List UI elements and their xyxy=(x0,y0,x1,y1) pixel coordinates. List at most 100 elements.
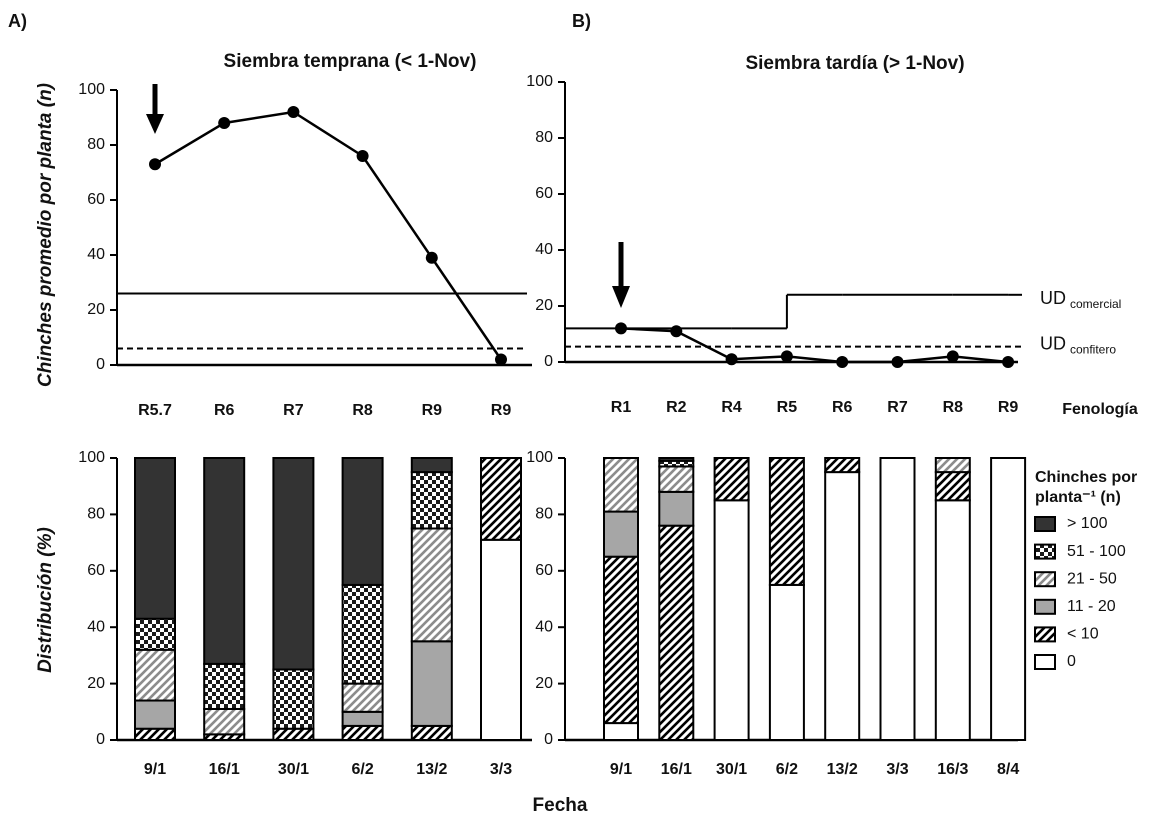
bar-segment xyxy=(768,583,805,742)
legend-title: planta⁻¹ (n) xyxy=(1035,489,1121,506)
panel-label: B) xyxy=(572,11,591,31)
bar-segment xyxy=(658,465,695,493)
data-point xyxy=(356,150,369,162)
chart-title: Siembra temprana (< 1-Nov) xyxy=(224,51,477,72)
legend-swatch xyxy=(1034,598,1056,615)
legend-title: Chinches por xyxy=(1035,469,1137,486)
x-tick-label: R6 xyxy=(214,402,235,419)
y-tick-label: 0 xyxy=(544,731,553,748)
x-tick-label: R6 xyxy=(832,399,853,416)
threshold-label-main: UD xyxy=(1040,333,1066,353)
x-tick-label: 3/3 xyxy=(886,761,908,778)
x-tick-label: R9 xyxy=(998,399,1019,416)
arrow xyxy=(612,242,630,308)
legend-swatch xyxy=(1034,543,1056,560)
y-tick-label: 40 xyxy=(535,618,553,635)
y-tick-label: 40 xyxy=(87,618,105,635)
data-point xyxy=(218,117,231,129)
y-tick-label: 20 xyxy=(535,675,553,692)
legend-label: > 100 xyxy=(1067,515,1108,532)
bar-segment xyxy=(603,722,639,742)
x-axis-label: Fenología xyxy=(1062,401,1138,418)
x-tick-label: 30/1 xyxy=(278,761,309,778)
x-tick-label: R2 xyxy=(666,399,687,416)
y-tick-label: 80 xyxy=(535,506,553,523)
bar-segment xyxy=(879,457,916,741)
y-tick-label: 60 xyxy=(535,185,553,202)
data-point xyxy=(836,356,849,368)
x-tick-label: 30/1 xyxy=(716,761,747,778)
threshold-label-main: UD xyxy=(1040,288,1066,308)
y-tick-label: 40 xyxy=(87,246,105,263)
x-tick-label: R5.7 xyxy=(138,402,172,419)
data-point xyxy=(287,106,300,118)
data-point xyxy=(615,322,627,335)
y-tick-label: 60 xyxy=(87,191,105,208)
y-axis-label: Chinches promedio por planta (n) xyxy=(35,83,56,387)
bar-segment xyxy=(713,457,750,502)
y-tick-label: 100 xyxy=(526,73,553,90)
bar-segment xyxy=(203,662,246,710)
x-tick-label: R9 xyxy=(422,402,443,419)
bar-segment xyxy=(480,538,522,742)
x-tick-label: R8 xyxy=(943,399,964,416)
y-tick-label: 60 xyxy=(87,562,105,579)
y-tick-label: 20 xyxy=(535,297,553,314)
y-tick-label: 20 xyxy=(87,301,105,318)
legend-swatch xyxy=(1034,626,1056,643)
bar-segment xyxy=(480,457,522,541)
bar-segment xyxy=(134,727,176,741)
bar-segment xyxy=(203,707,246,736)
bar-segment xyxy=(410,471,453,530)
threshold-label: UD confitero xyxy=(1040,333,1116,356)
x-tick-label: 6/2 xyxy=(351,761,373,778)
bar-segment xyxy=(658,524,695,741)
bar-segment xyxy=(934,457,971,474)
bar-segment xyxy=(272,668,315,730)
x-tick-label: 8/4 xyxy=(997,761,1019,778)
bar-segment xyxy=(713,499,750,741)
bar-segment xyxy=(134,648,176,702)
y-tick-label: 40 xyxy=(535,241,553,258)
bar-segment xyxy=(658,490,695,527)
threshold-label-sub: confitero xyxy=(1070,343,1116,357)
y-tick-label: 100 xyxy=(78,81,105,98)
legend-label: 51 - 100 xyxy=(1067,543,1126,560)
y-tick-label: 100 xyxy=(526,449,553,466)
data-line xyxy=(154,110,503,361)
threshold-label-sub: comercial xyxy=(1070,297,1121,311)
x-tick-label: R5 xyxy=(777,399,798,416)
data-line xyxy=(620,327,1009,364)
y-axis-label: Distribución (%) xyxy=(35,527,56,673)
data-point xyxy=(891,356,904,368)
x-tick-label: R4 xyxy=(721,399,742,416)
legend-label: < 10 xyxy=(1067,626,1099,643)
y-tick-label: 20 xyxy=(87,675,105,692)
bar-segment xyxy=(824,471,861,741)
bar-segment xyxy=(341,682,384,713)
arrow xyxy=(146,84,164,134)
x-tick-label: 3/3 xyxy=(490,761,512,778)
bar-segment xyxy=(410,527,453,643)
bar-segment xyxy=(341,724,384,742)
data-point xyxy=(780,350,793,363)
data-point xyxy=(946,350,959,363)
bar-segment xyxy=(410,640,453,727)
x-tick-label: R7 xyxy=(283,402,304,419)
bar-segment xyxy=(341,583,384,685)
bar-segment xyxy=(134,457,176,620)
bar-segment xyxy=(658,457,695,462)
bar-segment xyxy=(341,710,384,727)
x-tick-label: 6/2 xyxy=(776,761,798,778)
threshold-label: UD comercial xyxy=(1040,288,1121,311)
y-tick-label: 60 xyxy=(535,562,553,579)
legend-label: 0 xyxy=(1067,653,1076,670)
legend-swatch xyxy=(1034,654,1056,670)
y-tick-label: 80 xyxy=(535,129,553,146)
x-tick-label: 9/1 xyxy=(144,761,166,778)
y-tick-label: 0 xyxy=(96,731,105,748)
x-tick-label: R8 xyxy=(352,402,373,419)
y-tick-label: 100 xyxy=(78,449,105,466)
legend-swatch xyxy=(1034,571,1056,588)
